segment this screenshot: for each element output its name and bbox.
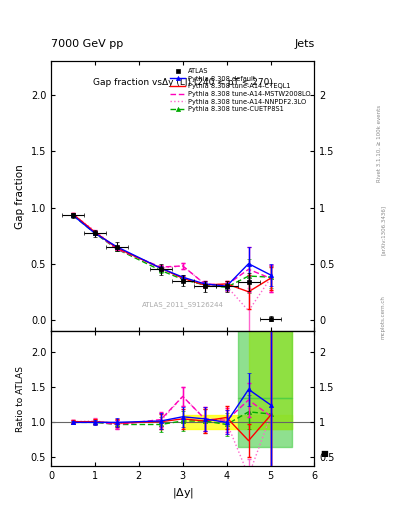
X-axis label: |$\Delta$y|: |$\Delta$y| (172, 486, 194, 500)
Y-axis label: Ratio to ATLAS: Ratio to ATLAS (16, 366, 25, 432)
Text: mcplots.cern.ch: mcplots.cern.ch (381, 295, 386, 339)
Text: Rivet 3.1.10, ≥ 100k events: Rivet 3.1.10, ≥ 100k events (377, 105, 382, 182)
Y-axis label: Gap fraction: Gap fraction (15, 164, 25, 229)
Text: Jets: Jets (294, 38, 314, 49)
Legend: ATLAS, Pythia 8.308 default, Pythia 8.308 tune-A14-CTEQL1, Pythia 8.308 tune-A14: ATLAS, Pythia 8.308 default, Pythia 8.30… (170, 68, 311, 113)
Text: [arXiv:1306.3436]: [arXiv:1306.3436] (381, 205, 386, 255)
Text: 7000 GeV pp: 7000 GeV pp (51, 38, 123, 49)
Text: Gap fraction vsΔy (LJ) (240 < pT < 270): Gap fraction vsΔy (LJ) (240 < pT < 270) (93, 78, 273, 87)
Text: ATLAS_2011_S9126244: ATLAS_2011_S9126244 (142, 301, 224, 308)
Text: ■: ■ (320, 449, 328, 458)
